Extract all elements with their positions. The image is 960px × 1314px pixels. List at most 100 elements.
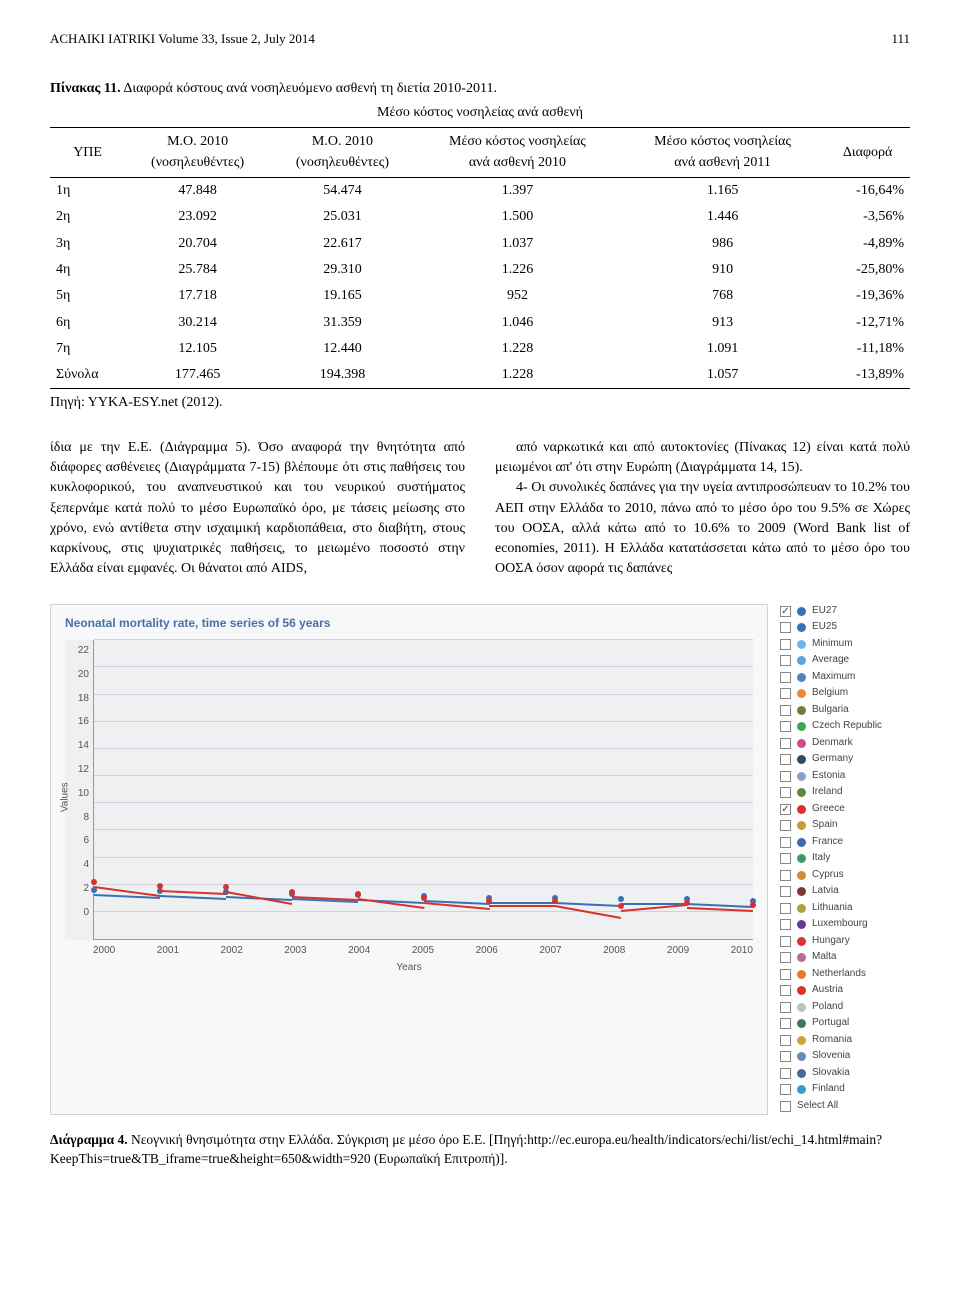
checkbox-icon[interactable] (780, 655, 791, 666)
checkbox-icon[interactable] (780, 738, 791, 749)
legend-item[interactable]: Spain (780, 818, 910, 833)
legend-swatch (797, 623, 806, 632)
checkbox-icon[interactable] (780, 672, 791, 683)
legend-swatch (797, 970, 806, 979)
y-tick-label: 4 (65, 858, 89, 873)
checkbox-icon[interactable] (780, 1035, 791, 1046)
checkbox-icon[interactable] (780, 1068, 791, 1079)
legend-item[interactable]: Maximum (780, 670, 910, 685)
legend-label: Estonia (812, 769, 845, 784)
legend-item[interactable]: Estonia (780, 769, 910, 784)
checkbox-icon[interactable] (780, 903, 791, 914)
legend-swatch (797, 640, 806, 649)
table-cell: 1.046 (415, 310, 620, 336)
legend-item[interactable]: Belgium (780, 686, 910, 701)
table-cell: 20.704 (125, 231, 270, 257)
table-row: 7η12.10512.4401.2281.091-11,18% (50, 336, 910, 362)
checkbox-icon[interactable] (780, 754, 791, 765)
checkbox-icon[interactable] (780, 820, 791, 831)
legend-item[interactable]: Poland (780, 1000, 910, 1015)
checkbox-icon[interactable] (780, 853, 791, 864)
table-cell: 1.228 (415, 336, 620, 362)
checkbox-icon[interactable] (780, 837, 791, 848)
legend-item[interactable]: Latvia (780, 884, 910, 899)
legend-label: EU25 (812, 620, 837, 635)
legend-label: Ireland (812, 785, 843, 800)
legend-label: Malta (812, 950, 836, 965)
legend-item[interactable]: Cyprus (780, 868, 910, 883)
table-caption: Πίνακας 11. Διαφορά κόστους ανά νοσηλευό… (50, 79, 910, 99)
figure-caption-text: Νεογνική θνησιμότητα στην Ελλάδα. Σύγκρι… (50, 1132, 882, 1166)
checkbox-icon[interactable] (780, 919, 791, 930)
x-tick-label: 2009 (667, 944, 689, 959)
checkbox-icon[interactable] (780, 870, 791, 881)
checkbox-icon[interactable] (780, 985, 791, 996)
table-cell: 23.092 (125, 204, 270, 230)
checkbox-icon[interactable] (780, 787, 791, 798)
checkbox-icon[interactable] (780, 771, 791, 782)
table-row: Σύνολα177.465194.3981.2281.057-13,89% (50, 362, 910, 389)
legend-item[interactable]: ✓Greece (780, 802, 910, 817)
checkbox-icon[interactable] (780, 622, 791, 633)
legend-item[interactable]: Austria (780, 983, 910, 998)
legend-item[interactable]: Germany (780, 752, 910, 767)
x-tick-label: 2002 (221, 944, 243, 959)
legend-label: Latvia (812, 884, 839, 899)
legend-swatch (797, 986, 806, 995)
table-cell: 952 (415, 283, 620, 309)
legend-swatch (797, 1052, 806, 1061)
column-header: Μέσο κόστος νοσηλείαςανά ασθενή 2010 (415, 128, 620, 178)
checkbox-icon[interactable] (780, 969, 791, 980)
checkbox-icon[interactable] (780, 639, 791, 650)
table-cell: 25.784 (125, 257, 270, 283)
legend-swatch (797, 821, 806, 830)
table-cell: 19.165 (270, 283, 415, 309)
y-axis-label: Values (59, 783, 74, 813)
legend-item[interactable]: Average (780, 653, 910, 668)
legend-item[interactable]: Lithuania (780, 901, 910, 916)
checkbox-icon[interactable] (780, 952, 791, 963)
legend-item[interactable]: EU25 (780, 620, 910, 635)
checkbox-icon[interactable] (780, 1018, 791, 1029)
legend-swatch (797, 1003, 806, 1012)
grid-line (94, 666, 753, 667)
legend-item[interactable]: Hungary (780, 934, 910, 949)
legend-label: Lithuania (812, 901, 853, 916)
legend-item[interactable]: Minimum (780, 637, 910, 652)
checkbox-icon[interactable]: ✓ (780, 606, 791, 617)
legend-item[interactable]: Netherlands (780, 967, 910, 982)
legend-item[interactable]: Denmark (780, 736, 910, 751)
legend-item[interactable]: Luxembourg (780, 917, 910, 932)
legend-item[interactable]: Slovakia (780, 1066, 910, 1081)
checkbox-icon[interactable] (780, 721, 791, 732)
legend-swatch (797, 904, 806, 913)
x-tick-label: 2007 (539, 944, 561, 959)
legend-item[interactable]: Italy (780, 851, 910, 866)
checkbox-icon[interactable] (780, 886, 791, 897)
legend-item[interactable]: Czech Republic (780, 719, 910, 734)
legend-item[interactable]: Select All (780, 1099, 910, 1114)
checkbox-icon[interactable] (780, 1002, 791, 1013)
legend-item[interactable]: Finland (780, 1082, 910, 1097)
legend-item[interactable]: ✓EU27 (780, 604, 910, 619)
legend-item[interactable]: France (780, 835, 910, 850)
legend-item[interactable]: Portugal (780, 1016, 910, 1031)
legend-item[interactable]: Ireland (780, 785, 910, 800)
table-source: Πηγή: ΥΥΚΑ-ESY.net (2012). (50, 393, 910, 413)
legend-item[interactable]: Malta (780, 950, 910, 965)
checkbox-icon[interactable]: ✓ (780, 804, 791, 815)
checkbox-icon[interactable] (780, 688, 791, 699)
table-cell: 1.091 (620, 336, 825, 362)
checkbox-icon[interactable] (780, 936, 791, 947)
x-tick-label: 2010 (731, 944, 753, 959)
checkbox-icon[interactable] (780, 1101, 791, 1112)
legend-item[interactable]: Bulgaria (780, 703, 910, 718)
legend-item[interactable]: Romania (780, 1033, 910, 1048)
checkbox-icon[interactable] (780, 1051, 791, 1062)
y-tick-label: 14 (65, 739, 89, 754)
checkbox-icon[interactable] (780, 1084, 791, 1095)
legend-item[interactable]: Slovenia (780, 1049, 910, 1064)
checkbox-icon[interactable] (780, 705, 791, 716)
x-axis: 2000200120022003200420052006200720082009… (65, 940, 753, 959)
table-cell: 29.310 (270, 257, 415, 283)
